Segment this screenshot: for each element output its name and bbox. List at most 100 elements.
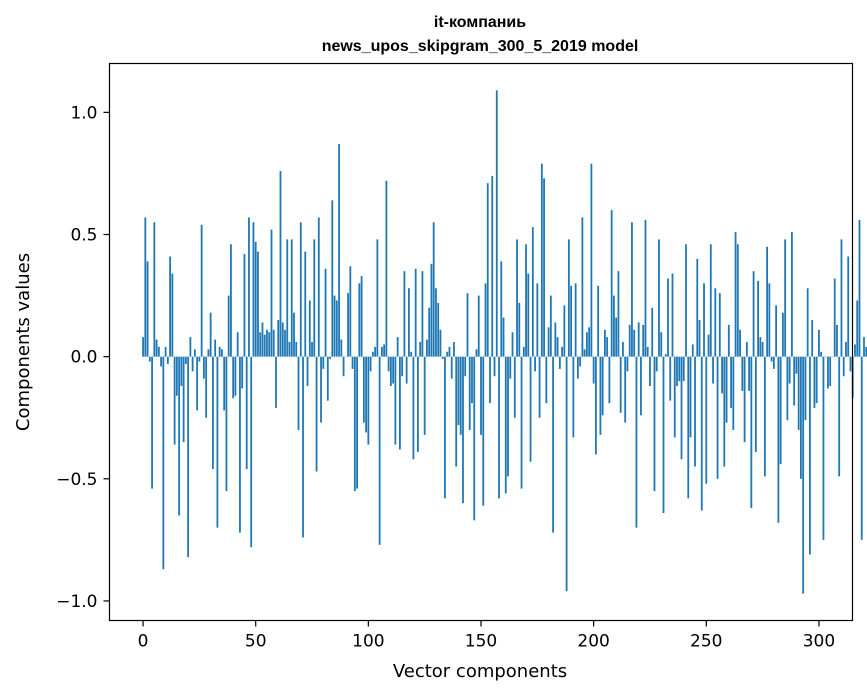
bar-292 [800, 356, 802, 479]
bar-120 [412, 356, 415, 460]
bar-227 [653, 356, 656, 492]
bar-207 [608, 356, 611, 404]
bar-160 [502, 317, 505, 357]
bar-230 [660, 332, 663, 357]
bar-69 [297, 356, 300, 430]
bar-35 [221, 349, 223, 357]
bar-142 [462, 356, 464, 504]
bar-30 [209, 312, 212, 357]
bar-205 [604, 329, 606, 357]
bar-198 [588, 327, 591, 357]
bar-96 [358, 283, 361, 357]
bar-127 [428, 307, 431, 357]
bar-258 [723, 356, 726, 467]
bar-102 [371, 351, 374, 357]
y-tick-label-2: 0.0 [70, 348, 97, 368]
bar-235 [671, 273, 674, 357]
bar-296 [809, 356, 811, 555]
bar-108 [385, 180, 388, 357]
bar-310 [840, 239, 843, 357]
bar-78 [317, 217, 320, 357]
bar-17 [180, 356, 183, 386]
bar-247 [698, 320, 701, 357]
bar-236 [673, 356, 676, 438]
bar-316 [854, 344, 856, 357]
bar-57 [270, 229, 273, 357]
chart-title: it-компаниь [434, 14, 526, 31]
bar-273 [757, 280, 759, 357]
bar-225 [649, 356, 651, 386]
bar-73 [306, 356, 309, 386]
bar-112 [394, 356, 397, 445]
bar-146 [471, 356, 473, 404]
bar-279 [770, 356, 773, 362]
bar-10 [164, 346, 167, 357]
bar-281 [775, 305, 778, 357]
x-axis-label: Vector components [393, 661, 567, 682]
bar-307 [833, 278, 836, 357]
bar-124 [421, 271, 424, 357]
bar-220 [637, 322, 640, 357]
bar-25 [198, 356, 201, 362]
bar-289 [793, 356, 796, 406]
bar-66 [290, 239, 293, 357]
bar-312 [845, 342, 847, 357]
bar-228 [655, 356, 658, 372]
bar-79 [320, 356, 322, 423]
bar-266 [741, 356, 744, 391]
bar-176 [538, 356, 541, 418]
bar-274 [759, 337, 762, 357]
bar-313 [847, 256, 850, 357]
bar-197 [585, 332, 588, 357]
bar-204 [601, 356, 604, 416]
bar-308 [836, 324, 838, 357]
bar-295 [806, 288, 809, 357]
bar-23 [193, 349, 196, 357]
bar-268 [745, 342, 748, 357]
bar-301 [820, 351, 823, 357]
bar-40 [232, 356, 235, 399]
bar-221 [640, 356, 642, 416]
bar-290 [795, 356, 798, 374]
bar-148 [475, 349, 478, 357]
bar-134 [444, 356, 446, 499]
bar-56 [268, 332, 271, 357]
bar-283 [779, 356, 782, 465]
bar-270 [750, 356, 753, 509]
bar-167 [518, 302, 521, 357]
bar-53 [261, 322, 264, 357]
y-axis-label: Components values [13, 253, 34, 431]
bar-298 [813, 356, 816, 408]
bar-259 [725, 356, 728, 423]
bar-133 [441, 356, 444, 360]
bar-217 [631, 222, 633, 357]
bar-305 [829, 356, 832, 386]
bar-321 [865, 346, 867, 357]
bar-0 [142, 337, 144, 357]
bar-64 [286, 239, 289, 357]
bar-128 [430, 263, 433, 357]
bar-92 [349, 266, 352, 357]
bar-275 [761, 342, 764, 357]
bar-199 [590, 163, 593, 357]
y-axis-ticks: 1.0 0.5 0.0 −0.5 −1.0 [56, 103, 110, 612]
bar-163 [509, 356, 512, 379]
bar-242 [687, 356, 690, 499]
bar-104 [376, 239, 379, 357]
bar-34 [218, 346, 221, 357]
bar-243 [689, 356, 692, 438]
bar-38 [227, 295, 230, 357]
bar-311 [842, 356, 845, 377]
bar-178 [543, 178, 545, 357]
bar-280 [772, 356, 775, 369]
bar-61 [279, 170, 282, 357]
bar-209 [613, 295, 615, 357]
bar-156 [493, 356, 496, 377]
bar-257 [721, 356, 723, 394]
bar-70 [299, 222, 302, 357]
bar-255 [716, 356, 719, 479]
bar-248 [700, 356, 703, 511]
bar-15 [175, 356, 178, 396]
bar-309 [838, 356, 841, 477]
bar-187 [563, 305, 566, 357]
